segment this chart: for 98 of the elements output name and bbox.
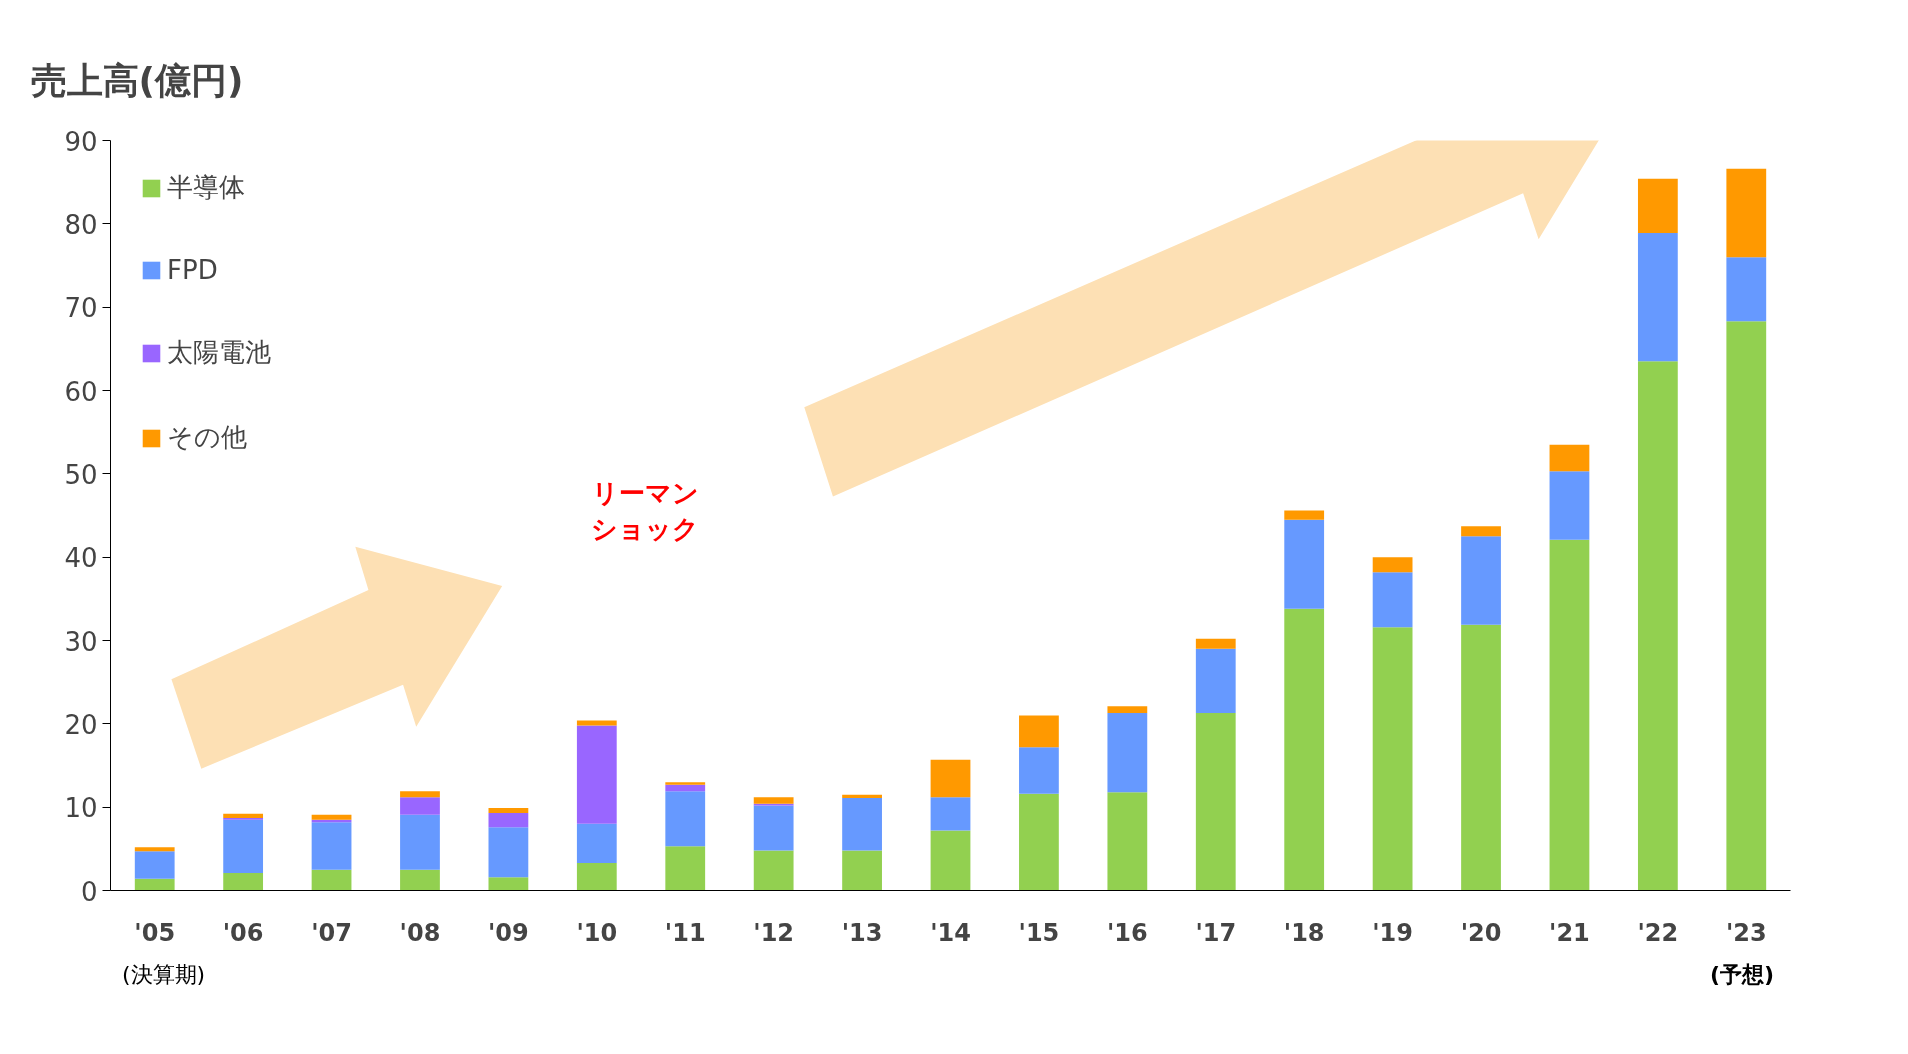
legend-label: その他 [167, 421, 247, 454]
bar [400, 869, 440, 891]
bar [576, 823, 617, 863]
bar [1284, 608, 1325, 891]
bar [665, 784, 706, 792]
bar [1461, 624, 1501, 891]
bar [1549, 471, 1590, 540]
bar [1107, 706, 1148, 713]
bar [223, 813, 264, 818]
bar [842, 850, 882, 891]
bar [1019, 747, 1059, 794]
legend-label: 太陽電池 [167, 336, 271, 369]
bar [842, 794, 882, 798]
bar [1195, 713, 1236, 891]
bar [488, 827, 529, 878]
bar [1019, 793, 1059, 891]
bar [1726, 257, 1767, 322]
x-tick-label: '21 [1549, 918, 1590, 947]
text: (決算期) [122, 961, 206, 989]
bar [930, 830, 971, 891]
bar [930, 797, 971, 831]
bar [665, 782, 706, 785]
bar [1726, 168, 1767, 258]
bar [576, 720, 617, 726]
y-tick-label: 50 [64, 459, 98, 490]
y-tick-label: 30 [64, 626, 98, 657]
bar [753, 805, 794, 851]
bar [223, 873, 264, 891]
x-tick-label: '18 [1283, 918, 1325, 947]
bar [1637, 361, 1678, 891]
x-tick-label: '16 [1106, 918, 1148, 947]
bar [753, 797, 794, 804]
bar [1637, 178, 1678, 233]
bar [1107, 713, 1148, 793]
bar [1019, 715, 1059, 748]
bar [488, 808, 529, 813]
annotation: リーマンショック [591, 478, 700, 545]
bar [311, 814, 352, 820]
bar [134, 851, 175, 879]
bar [400, 791, 440, 798]
bar [1372, 627, 1413, 891]
x-tick-label: '09 [488, 918, 529, 947]
x-tick-label: '23 [1725, 918, 1767, 947]
bar [842, 798, 882, 851]
bar [400, 797, 440, 815]
bar [311, 869, 352, 891]
y-tick-label: 80 [64, 209, 98, 240]
bar [1726, 321, 1767, 891]
bar [1372, 572, 1413, 628]
y-tick-label: 10 [64, 793, 98, 824]
y-tick-label: 40 [64, 543, 98, 574]
x-tick-label: '05 [134, 918, 176, 947]
x-tick-label: '17 [1195, 918, 1237, 947]
bar [1372, 557, 1413, 573]
y-tick-label: 60 [64, 376, 98, 407]
bar [1284, 510, 1325, 520]
bar [134, 847, 175, 852]
y-tick-label: 90 [64, 126, 98, 157]
bar [665, 791, 706, 847]
bar [576, 863, 617, 891]
x-tick-label: '06 [222, 918, 264, 947]
y-tick-label: 0 [80, 876, 98, 907]
bar [488, 813, 529, 828]
x-tick-label: '12 [753, 918, 795, 947]
x-tick-label: '19 [1372, 918, 1413, 947]
bar [1284, 519, 1325, 609]
legend-label: 半導体 [167, 171, 245, 204]
y-tick-label: 70 [64, 293, 98, 324]
bar [223, 819, 264, 873]
bar [134, 878, 175, 891]
bar [400, 814, 440, 870]
bar [1461, 536, 1501, 625]
x-tick-label: '13 [841, 918, 883, 947]
bar [1549, 444, 1590, 472]
x-tick-label: '22 [1637, 918, 1679, 947]
x-tick-label: '14 [930, 918, 971, 947]
bar [576, 725, 617, 824]
chart-title: 売上高(億円) [30, 59, 244, 101]
x-tick-label: '11 [664, 918, 706, 947]
bar [1195, 638, 1236, 649]
legend-label: FPD [167, 255, 218, 285]
bar [1549, 539, 1590, 891]
x-tick-label: '20 [1460, 918, 1502, 947]
x-tick-label: '07 [311, 918, 352, 947]
bar [930, 759, 971, 798]
y-tick-label: 20 [64, 709, 98, 740]
bar [1637, 233, 1678, 362]
bar [1107, 792, 1148, 891]
bar [1461, 526, 1501, 537]
x-tick-label: '10 [576, 918, 618, 947]
bar [488, 877, 529, 891]
x-tick-label: '08 [399, 918, 441, 947]
bar [311, 822, 352, 870]
bar [665, 846, 706, 891]
bar [1195, 648, 1236, 713]
bar [753, 850, 794, 891]
text: (予想) [1709, 961, 1775, 989]
x-tick-label: '15 [1018, 918, 1060, 947]
